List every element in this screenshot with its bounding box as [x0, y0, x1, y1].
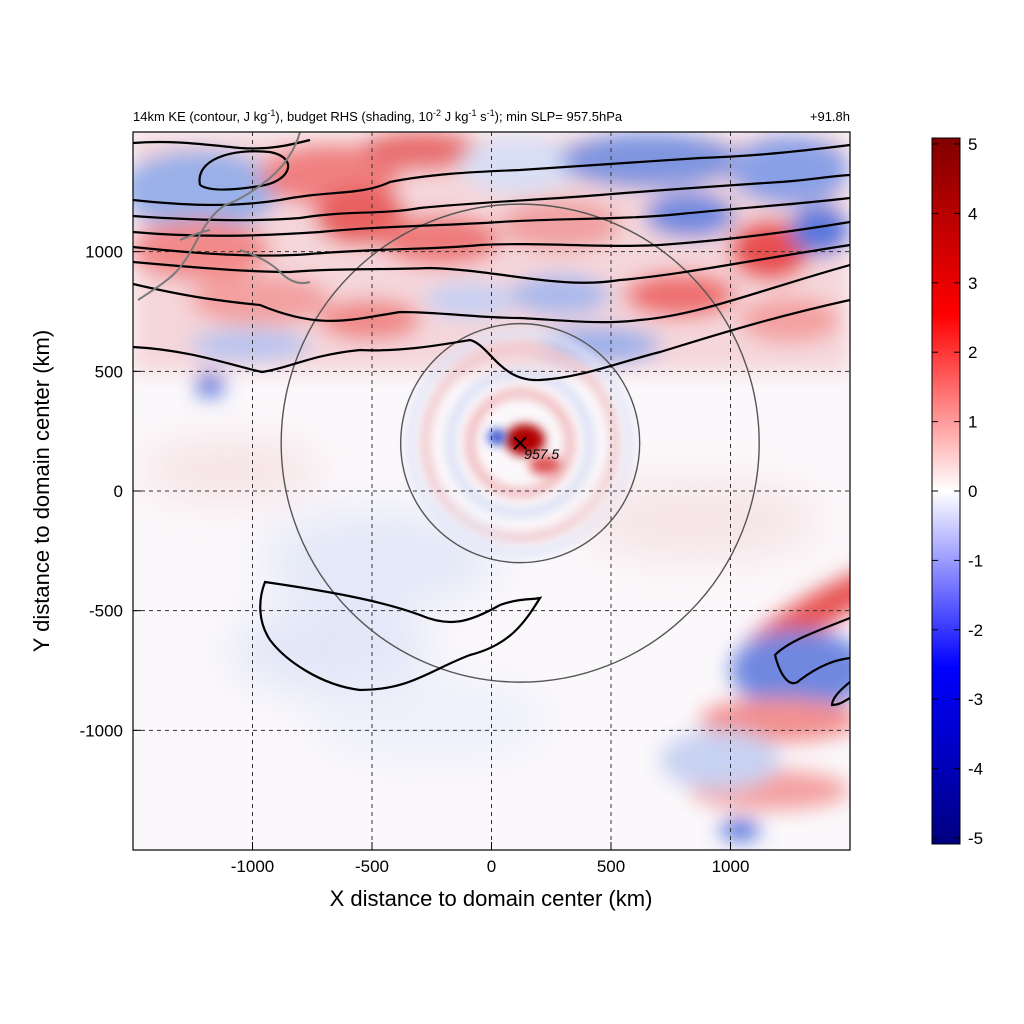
x-tick-label: -1000 [231, 857, 274, 876]
y-axis-ticks: -1000 -500 0 500 1000 [80, 243, 141, 740]
ke-contour [133, 173, 850, 222]
chart-title: 14km KE (contour, J kg-1), budget RHS (s… [133, 108, 623, 124]
ke-contour [133, 220, 850, 257]
colorbar-tick-label: -5 [968, 829, 983, 848]
x-axis-ticks: -1000 -500 0 500 1000 [231, 842, 750, 876]
y-tick-label: 0 [114, 482, 123, 501]
colorbar-tick-label: 3 [968, 274, 977, 293]
ke-contour [133, 143, 850, 207]
x-tick-label: -500 [355, 857, 389, 876]
ke-contour [133, 243, 850, 284]
south-shading [140, 440, 820, 765]
ke-contour [198, 150, 290, 191]
coastline [137, 132, 311, 301]
ke-contour [773, 616, 850, 685]
x-tick-label: 500 [597, 857, 625, 876]
y-axis-label: Y distance to domain center (km) [29, 330, 54, 652]
storm-min-slp-label: 957.5 [524, 446, 559, 462]
colorbar-tick-label: -2 [968, 621, 983, 640]
range-circles [280, 203, 760, 683]
range-circle [280, 203, 760, 683]
ke-contour [830, 681, 850, 707]
colorbar-ticks: 5 4 3 2 1 0 -1 -2 -3 -4 -5 [932, 135, 983, 848]
storm-center-marker: 957.5 [513, 436, 559, 462]
colorbar-tick-label: 2 [968, 343, 977, 362]
colorbar-tick-label: -1 [968, 551, 983, 570]
ke-contour [133, 196, 850, 237]
chart-forecast-hour: +91.8h [810, 109, 850, 124]
range-circle [399, 322, 641, 564]
ke-contour [133, 263, 850, 324]
coastline-segment [179, 229, 211, 241]
colorbar-tick-label: -4 [968, 760, 983, 779]
y-tick-label: -1000 [80, 721, 123, 740]
y-tick-label: 500 [95, 362, 123, 381]
colorbar-tick-label: 0 [968, 482, 977, 501]
ke-contour [259, 580, 543, 692]
ke-contour [133, 298, 850, 382]
storm-marker-stroke [513, 436, 527, 450]
colorbar-tick-label: -3 [968, 690, 983, 709]
colorbar-tick-label: 1 [968, 413, 977, 432]
colorbar-tick-label: 4 [968, 204, 977, 223]
coastline-segment [239, 249, 311, 285]
colorbar-tick-label: 5 [968, 135, 977, 154]
y-tick-label: -500 [89, 602, 123, 621]
x-axis-label: X distance to domain center (km) [330, 886, 653, 911]
southeast-band-shading [660, 562, 850, 840]
ke-contours [133, 138, 850, 707]
ke-contour [133, 138, 311, 150]
x-tick-label: 0 [487, 857, 496, 876]
x-tick-label: 1000 [712, 857, 750, 876]
y-tick-label: 1000 [85, 243, 123, 262]
coastline-segment [137, 132, 301, 301]
storm-core-shading [406, 329, 634, 557]
